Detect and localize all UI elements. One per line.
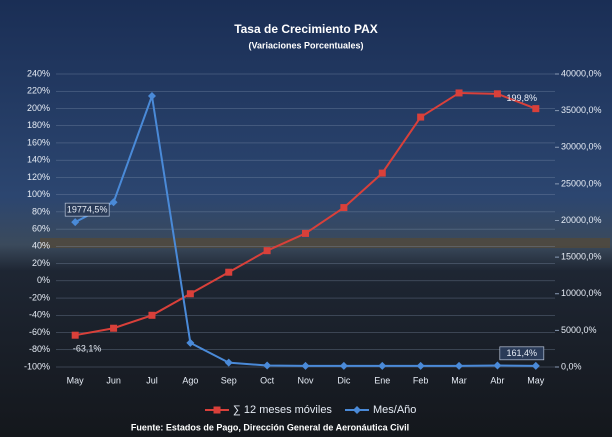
marker: [340, 204, 348, 212]
x-tick-label: Jul: [146, 375, 158, 385]
marker: [493, 361, 502, 370]
y-tick-label: 60%: [32, 223, 50, 233]
y2-tick-label: 40000,0%: [561, 68, 602, 78]
marker: [302, 229, 309, 237]
y-tick-label: -80%: [29, 344, 50, 354]
marker: [263, 247, 271, 255]
label-box: [64, 202, 110, 217]
marker: [455, 89, 463, 97]
footer: Fuente: Estados de Pago, Dirección Gener…: [131, 422, 409, 432]
legend-label: Mes/Año: [373, 404, 416, 416]
label-box: [499, 346, 545, 361]
y-tick-label: -20%: [29, 292, 50, 302]
marker: [416, 361, 425, 370]
y2-tick-label: 35000,0%: [561, 105, 602, 115]
marker: [493, 90, 501, 98]
marker: [225, 268, 233, 276]
y2-tick-label: 30000,0%: [561, 142, 602, 152]
runway-lights: [40, 238, 610, 248]
x-tick-label: Abr: [490, 375, 504, 385]
y-tick-label: 100%: [27, 189, 50, 199]
marker: [531, 361, 540, 370]
y-tick-label: 220%: [27, 86, 50, 96]
y-tick-label: 200%: [27, 103, 50, 113]
marker: [186, 338, 195, 347]
y-tick-label: -60%: [29, 327, 50, 337]
marker: [147, 91, 156, 100]
x-tick-label: Jun: [106, 375, 121, 385]
data-label: 19774,5%: [67, 205, 108, 215]
y-tick-label: 120%: [27, 172, 50, 182]
x-tick-label: Oct: [260, 375, 275, 385]
data-label: 161,4%: [507, 348, 538, 358]
x-tick-label: Ene: [374, 375, 390, 385]
marker: [532, 105, 540, 113]
y2-tick-label: 15000,0%: [561, 252, 602, 262]
y-tick-label: 20%: [32, 258, 50, 268]
marker: [224, 358, 233, 367]
data-label: -63,1%: [73, 344, 102, 354]
legend-marker: [213, 406, 221, 414]
x-tick-label: Ago: [182, 375, 198, 385]
legend-label: ∑ 12 meses móviles: [233, 404, 332, 416]
data-label: 199,8%: [507, 93, 538, 103]
marker: [71, 331, 79, 339]
x-tick-label: Nov: [297, 375, 314, 385]
marker: [71, 218, 80, 227]
marker: [378, 169, 386, 177]
marker: [110, 324, 118, 332]
y-tick-label: 160%: [27, 137, 50, 147]
y-tick-label: 80%: [32, 206, 50, 216]
y2-tick-label: 20000,0%: [561, 215, 602, 225]
y-tick-label: 140%: [27, 155, 50, 165]
chart-subtitle: (Variaciones Porcentuales): [248, 40, 363, 50]
x-tick-label: May: [67, 375, 85, 385]
y-tick-label: -100%: [24, 361, 50, 371]
marker: [339, 361, 348, 370]
x-tick-label: Dic: [337, 375, 350, 385]
marker: [378, 361, 387, 370]
x-tick-label: Mar: [451, 375, 467, 385]
y-tick-label: 0%: [37, 275, 50, 285]
y2-tick-label: 5000,0%: [561, 325, 597, 335]
y-tick-label: 180%: [27, 120, 50, 130]
y-tick-label: 240%: [27, 68, 50, 78]
x-tick-label: Feb: [413, 375, 429, 385]
y2-tick-label: 25000,0%: [561, 178, 602, 188]
marker: [263, 361, 272, 370]
x-tick-label: Sep: [221, 375, 237, 385]
marker: [148, 311, 156, 319]
marker: [455, 361, 464, 370]
marker: [186, 290, 194, 298]
y2-tick-label: 0,0%: [561, 361, 582, 371]
x-tick-label: May: [527, 375, 545, 385]
y-tick-label: 40%: [32, 241, 50, 251]
chart-title: Tasa de Crecimiento PAX: [234, 22, 378, 36]
marker: [109, 198, 118, 207]
marker: [301, 361, 310, 370]
marker: [417, 113, 425, 121]
legend-marker: [353, 406, 361, 414]
y2-tick-label: 10000,0%: [561, 288, 602, 298]
y-tick-label: -40%: [29, 310, 50, 320]
